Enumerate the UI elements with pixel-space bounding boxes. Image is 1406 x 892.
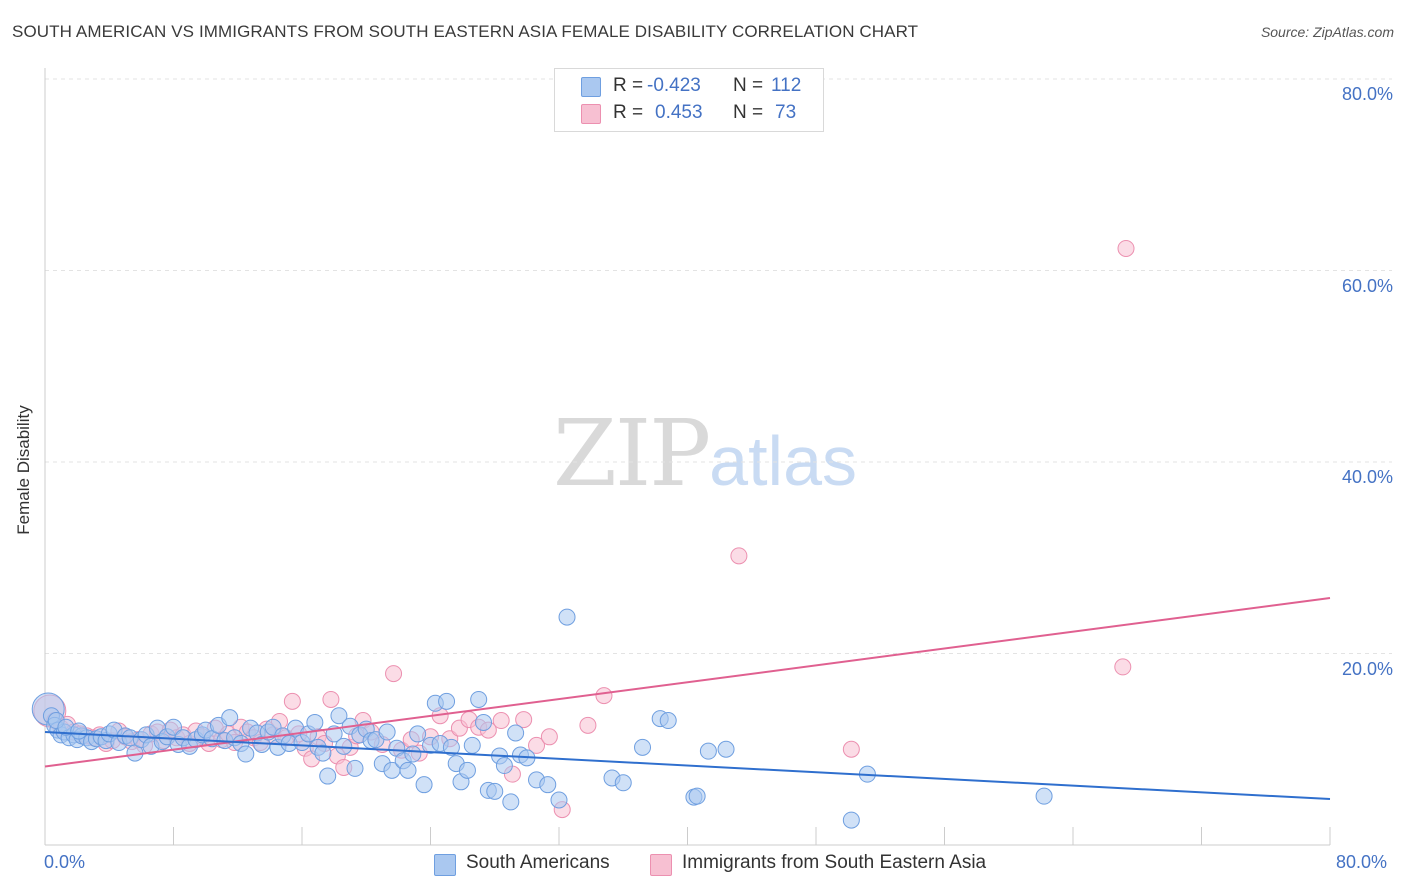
y-tick-label: 20.0% xyxy=(1341,658,1393,679)
chart-title: SOUTH AMERICAN VS IMMIGRANTS FROM SOUTH … xyxy=(12,22,919,41)
legend-r-value: -0.423 xyxy=(647,75,701,96)
south-american-point xyxy=(221,709,239,727)
x-tick-label-max: 80.0% xyxy=(1336,852,1388,872)
bottom-legend-label: Immigrants from South Eastern Asia xyxy=(682,852,987,873)
immigrants-trend-line xyxy=(44,596,1331,768)
south-american-point xyxy=(507,724,525,742)
south-american-point xyxy=(659,712,677,730)
south-american-point xyxy=(495,757,513,775)
legend-r-label: R = xyxy=(613,102,644,123)
immigrant-point xyxy=(579,716,597,734)
immigrant-point xyxy=(528,736,546,754)
south-american-point xyxy=(346,759,364,777)
y-tick-label: 40.0% xyxy=(1341,467,1393,487)
immigrant-point xyxy=(595,687,613,705)
south-american-point xyxy=(404,745,422,763)
south-american-point xyxy=(165,718,182,736)
south-american-point xyxy=(237,745,255,763)
south-american-point xyxy=(415,776,433,794)
south-american-point xyxy=(1035,787,1053,805)
south-american-point xyxy=(558,608,576,626)
watermark-atlas: atlas xyxy=(709,422,858,500)
immigrant-point xyxy=(540,728,558,746)
south-american-point xyxy=(475,713,493,731)
bottom-legend-swatch-blue xyxy=(434,854,456,876)
south-american-point xyxy=(550,791,568,809)
legend-n-value: 73 xyxy=(775,102,797,123)
south-american-point xyxy=(634,738,652,756)
south-american-point xyxy=(470,690,488,708)
south-american-point xyxy=(614,774,632,792)
bottom-legend-label: South Americans xyxy=(466,852,610,873)
source-credit: Source: ZipAtlas.com xyxy=(1260,24,1394,40)
south-american-point xyxy=(399,761,417,779)
correlation-legend: R = -0.423 N = 112 R = 0.453 N = 73 xyxy=(554,68,824,132)
legend-n-value: 112 xyxy=(771,75,802,96)
immigrant-point xyxy=(730,547,748,565)
immigrant-point xyxy=(1114,658,1132,676)
south-american-point xyxy=(502,793,520,811)
south-american-point xyxy=(463,736,481,754)
bottom-legend-south-americans: South Americans xyxy=(434,852,610,876)
south-american-point xyxy=(438,692,456,710)
immigrant-point xyxy=(322,690,340,708)
grid-lines xyxy=(45,78,1392,654)
y-tick-label: 60.0% xyxy=(1341,275,1393,296)
immigrant-point xyxy=(515,711,533,729)
south-american-point xyxy=(458,761,476,779)
immigrant-point xyxy=(385,665,403,683)
immigrant-point xyxy=(1117,239,1135,257)
south-american-point xyxy=(319,767,337,785)
legend-swatch-blue xyxy=(581,77,601,97)
watermark: ZIPatlas xyxy=(553,400,857,507)
watermark-zip: ZIP xyxy=(553,400,711,507)
legend-r-label: R = xyxy=(613,75,644,96)
immigrant-point xyxy=(492,712,510,730)
south-american-point xyxy=(699,742,717,760)
south-american-point xyxy=(306,713,324,731)
south-american-point xyxy=(717,740,735,758)
x-tick-label-min: 0.0% xyxy=(44,852,86,872)
south-american-point xyxy=(409,725,427,743)
legend-n-label: N = xyxy=(733,75,764,96)
south-americans-trend-line xyxy=(44,731,1331,801)
south-american-point xyxy=(314,744,332,762)
trend-lines xyxy=(44,596,1331,801)
south-americans-points xyxy=(31,608,1053,829)
south-american-point xyxy=(330,707,348,725)
bottom-legend-immigrants: Immigrants from South Eastern Asia xyxy=(650,852,986,876)
immigrant-point xyxy=(283,692,301,710)
y-axis-title: Female Disability xyxy=(14,405,33,535)
south-american-point xyxy=(486,782,504,800)
south-american-point xyxy=(539,776,557,794)
immigrant-point xyxy=(842,740,860,758)
south-american-point xyxy=(442,738,460,756)
south-american-point xyxy=(378,723,396,741)
legend-swatch-pink xyxy=(581,104,601,124)
south-american-point xyxy=(688,787,706,805)
y-tick-label: 80.0% xyxy=(1341,84,1393,104)
south-american-point xyxy=(70,722,88,740)
legend-n-label: N = xyxy=(733,102,764,123)
south-american-point xyxy=(842,811,860,829)
legend-r-value: 0.453 xyxy=(655,102,703,123)
bottom-legend-swatch-pink xyxy=(650,854,672,876)
